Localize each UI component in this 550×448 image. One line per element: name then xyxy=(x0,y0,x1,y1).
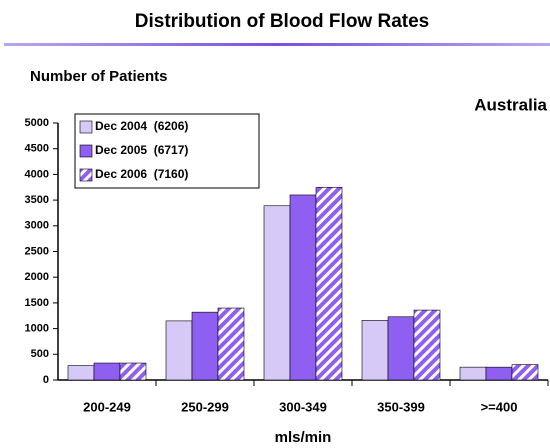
bar xyxy=(289,194,317,381)
bar xyxy=(413,309,441,381)
bar xyxy=(217,307,245,381)
title-rule xyxy=(4,43,550,46)
x-tick-label: 250-299 xyxy=(181,399,229,414)
bar xyxy=(485,366,513,381)
bar xyxy=(67,365,95,381)
y-tick-label: 1500 xyxy=(25,297,49,309)
y-tick-label: 4500 xyxy=(25,143,49,155)
legend-box xyxy=(74,113,260,189)
bar xyxy=(361,320,389,381)
bar xyxy=(93,362,121,381)
legend-label: Dec 2005 (6717) xyxy=(95,143,188,157)
x-tick-label: 300-349 xyxy=(279,399,327,414)
legend-swatch xyxy=(79,168,93,182)
legend-label: Dec 2006 (7160) xyxy=(95,167,188,181)
chart-title: Distribution of Blood Flow Rates xyxy=(135,11,429,32)
y-tick-label: 3500 xyxy=(25,194,49,206)
bar xyxy=(263,205,291,381)
y-tick-label: 5000 xyxy=(25,117,49,129)
bar xyxy=(315,186,343,381)
y-tick-label: 3000 xyxy=(25,220,49,232)
bar xyxy=(459,366,487,381)
x-tick-label: >=400 xyxy=(481,399,518,414)
y-axis-title: Number of Patients xyxy=(30,68,168,85)
x-tick-label: 350-399 xyxy=(377,399,425,414)
y-tick-label: 1000 xyxy=(25,323,49,335)
bar xyxy=(387,316,415,381)
y-tick-label: 500 xyxy=(31,348,49,360)
bar xyxy=(191,311,219,381)
y-tick-label: 2500 xyxy=(25,245,49,257)
bar xyxy=(165,320,193,381)
y-tick-label: 0 xyxy=(43,374,49,386)
bar xyxy=(511,364,539,381)
x-axis-title: mls/min xyxy=(275,429,332,446)
x-tick-label: 200-249 xyxy=(83,399,131,414)
bar xyxy=(119,362,147,381)
annotation: Australia xyxy=(474,95,547,114)
legend-swatch xyxy=(79,120,93,134)
y-tick-label: 4000 xyxy=(25,168,49,180)
legend-label: Dec 2004 (6206) xyxy=(95,119,188,133)
legend-swatch xyxy=(79,144,93,158)
y-tick-label: 2000 xyxy=(25,271,49,283)
